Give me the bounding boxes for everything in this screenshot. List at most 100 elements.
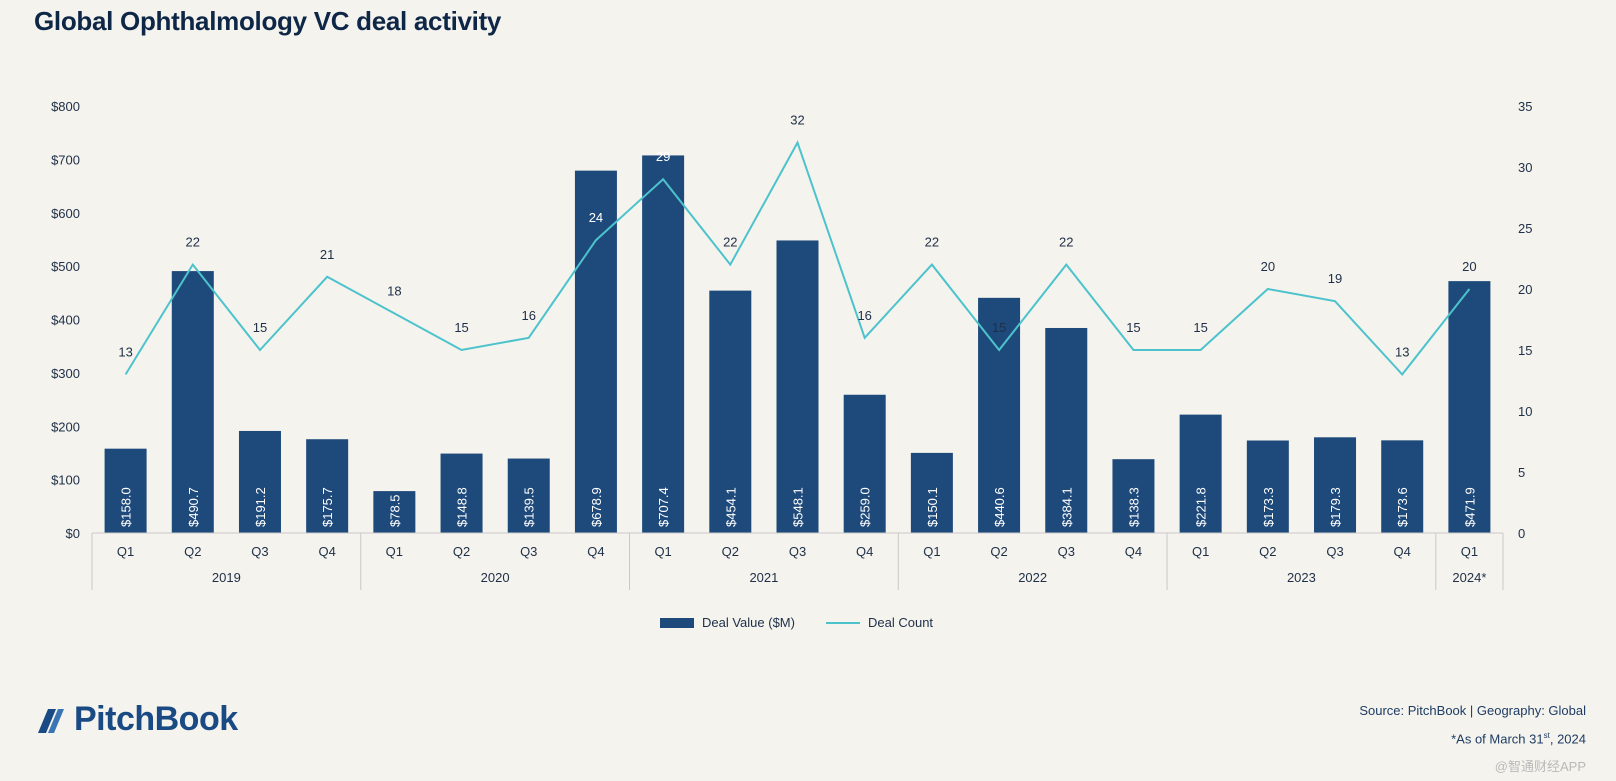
deal-count-label: 15 (992, 320, 1006, 335)
deal-value-label: $707.4 (656, 487, 671, 527)
y-left-tick-label: $400 (51, 313, 80, 328)
y-left-tick-label: $800 (51, 99, 80, 114)
deal-value-label: $148.8 (455, 487, 470, 527)
pitchbook-logo-icon (38, 708, 64, 733)
deal-count-label: 15 (1193, 320, 1207, 335)
deal-value-bar (776, 240, 819, 533)
deal-value-bar (978, 297, 1021, 533)
as-of-suffix: , 2024 (1549, 731, 1586, 747)
deal-count-label: 22 (723, 235, 737, 250)
deal-value-label: $175.7 (320, 487, 335, 527)
y-left-tick-label: $100 (51, 473, 80, 488)
y-right-tick-label: 15 (1518, 343, 1532, 358)
quarter-tick-label: Q3 (1058, 544, 1075, 559)
as-of-prefix: *As of March 31 (1451, 731, 1544, 747)
deal-value-label: $191.2 (253, 487, 268, 527)
deal-value-label: $158.0 (119, 487, 134, 527)
quarter-tick-label: Q2 (184, 544, 201, 559)
deal-value-bar (1179, 414, 1222, 533)
deal-value-label: $139.5 (522, 487, 537, 527)
deal-count-label: 20 (1462, 259, 1476, 274)
deal-count-label: 15 (1126, 320, 1140, 335)
deal-count-label: 22 (186, 235, 200, 250)
deal-value-bar (1381, 440, 1424, 533)
deal-value-label: $678.9 (589, 487, 604, 527)
legend-line-label: Deal Count (868, 615, 933, 630)
year-tick-label: 2024* (1452, 570, 1486, 585)
deal-value-bar (642, 155, 685, 534)
y-right-tick-label: 30 (1518, 160, 1532, 175)
pitchbook-logo: PitchBook (34, 700, 238, 739)
deal-count-label: 18 (387, 283, 401, 298)
y-right-tick-label: 5 (1518, 465, 1525, 480)
y-left-tick-label: $600 (51, 206, 80, 221)
deal-value-label: $384.1 (1059, 487, 1074, 527)
quarter-tick-label: Q1 (654, 544, 671, 559)
year-tick-label: 2019 (212, 570, 241, 585)
deal-count-label: 22 (1059, 235, 1073, 250)
quarter-tick-label: Q2 (722, 544, 739, 559)
deal-value-label: $259.0 (858, 487, 873, 527)
deal-value-label: $440.6 (992, 487, 1007, 527)
legend-bar-swatch (660, 618, 694, 628)
quarter-tick-label: Q4 (1125, 544, 1142, 559)
quarter-tick-label: Q2 (1259, 544, 1276, 559)
y-left-tick-label: $700 (51, 152, 80, 167)
page-title: Global Ophthalmology VC deal activity (34, 6, 502, 36)
deal-count-label: 13 (118, 344, 132, 359)
source-note: Source: PitchBook | Geography: Global (1359, 703, 1586, 718)
deal-count-label: 24 (589, 210, 603, 225)
deal-value-bar (373, 491, 416, 533)
y-right-tick-label: 35 (1518, 99, 1532, 114)
as-of-sup: st (1543, 731, 1550, 740)
y-right-tick-label: 25 (1518, 221, 1532, 236)
deal-value-bar (1448, 281, 1491, 533)
deal-value-bar (238, 430, 281, 533)
y-left-tick-label: $0 (66, 526, 80, 541)
y-left-tick-label: $200 (51, 419, 80, 434)
quarter-tick-label: Q4 (318, 544, 335, 559)
deal-value-bar (1314, 437, 1357, 533)
deal-value-label: $179.3 (1328, 487, 1343, 527)
quarter-tick-label: Q3 (520, 544, 537, 559)
deal-value-label: $138.3 (1126, 487, 1141, 527)
deal-count-label: 15 (253, 320, 267, 335)
deal-count-label: 20 (1261, 259, 1275, 274)
quarter-tick-label: Q1 (1192, 544, 1209, 559)
quarter-tick-label: Q4 (856, 544, 873, 559)
quarter-tick-label: Q2 (990, 544, 1007, 559)
as-of-note: *As of March 31st, 2024 (1451, 731, 1586, 746)
deal-count-line (124, 140, 1471, 376)
deal-count-label: 29 (656, 149, 670, 164)
deal-value-bar (507, 458, 550, 533)
quarter-tick-label: Q2 (453, 544, 470, 559)
pitchbook-logo-text: PitchBook (74, 700, 238, 738)
deal-value-label: $173.3 (1261, 487, 1276, 527)
legend-bar-label: Deal Value ($M) (702, 615, 795, 630)
watermark: @智通财经APP (1494, 759, 1586, 774)
deal-value-label: $173.6 (1395, 487, 1410, 527)
deal-value-label: $490.7 (186, 487, 201, 527)
quarter-tick-label: Q1 (386, 544, 403, 559)
deal-value-label: $78.5 (387, 494, 402, 527)
deal-value-label: $221.8 (1194, 487, 1209, 527)
quarter-tick-label: Q1 (923, 544, 940, 559)
deal-count-label: 22 (925, 235, 939, 250)
quarter-tick-label: Q4 (1394, 544, 1411, 559)
deal-value-label: $454.1 (723, 487, 738, 527)
deal-value-bar (104, 448, 147, 533)
quarter-tick-label: Q1 (117, 544, 134, 559)
quarter-tick-label: Q1 (1461, 544, 1478, 559)
deal-value-bar (843, 394, 886, 533)
year-tick-label: 2020 (481, 570, 510, 585)
deal-count-label: 16 (857, 308, 871, 323)
deal-count-label: 13 (1395, 344, 1409, 359)
deal-value-label: $548.1 (791, 487, 806, 527)
deal-value-bar (1112, 459, 1155, 533)
deal-value-label: $471.9 (1462, 487, 1477, 527)
deal-value-bar (910, 452, 953, 533)
deal-count-label: 16 (522, 308, 536, 323)
y-right-tick-label: 20 (1518, 282, 1532, 297)
year-tick-label: 2022 (1018, 570, 1047, 585)
